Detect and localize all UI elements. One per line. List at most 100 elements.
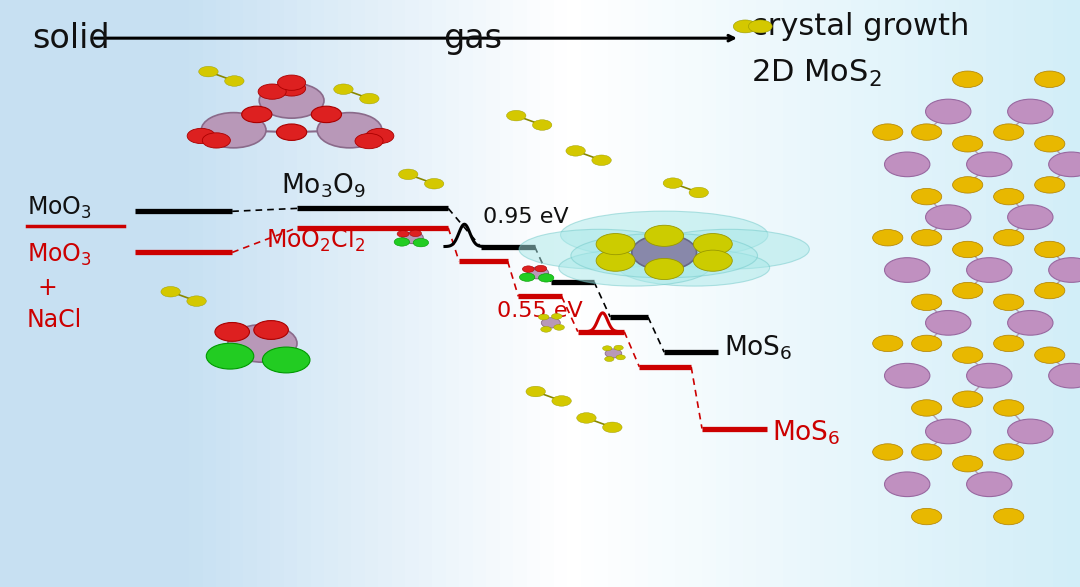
Bar [270,0,285,587]
Circle shape [873,335,903,352]
Text: 0.55 eV: 0.55 eV [497,301,582,321]
Text: MoS$_6$: MoS$_6$ [772,419,840,447]
Circle shape [1035,177,1065,193]
Circle shape [632,235,697,270]
Circle shape [414,238,429,247]
Circle shape [409,230,421,237]
Bar [1053,0,1068,587]
Bar [607,0,623,587]
Circle shape [748,20,772,33]
Circle shape [645,258,684,279]
Circle shape [532,120,552,130]
Bar [594,0,609,587]
Bar [554,0,569,587]
Ellipse shape [519,230,679,269]
Bar [945,0,961,587]
Bar [675,0,691,587]
Text: MoO$_2$Cl$_2$: MoO$_2$Cl$_2$ [266,227,365,254]
Bar [959,0,974,587]
Circle shape [526,386,545,397]
Bar [189,0,205,587]
Circle shape [689,187,708,198]
Bar [95,0,110,587]
Circle shape [424,178,444,189]
Bar [689,0,704,587]
Text: 2D MoS$_2$: 2D MoS$_2$ [751,58,881,89]
Circle shape [394,238,409,246]
Bar [931,0,947,587]
Circle shape [397,231,409,237]
Bar [499,0,515,587]
Circle shape [873,124,903,140]
Bar [175,0,191,587]
Circle shape [334,84,353,95]
Circle shape [994,124,1024,140]
Bar [459,0,475,587]
Bar [891,0,907,587]
Bar [54,0,69,587]
Circle shape [994,400,1024,416]
Circle shape [953,71,983,87]
Bar [365,0,380,587]
Ellipse shape [619,249,770,286]
Circle shape [1035,136,1065,152]
Circle shape [262,347,310,373]
Bar [797,0,812,587]
Circle shape [206,343,254,369]
Circle shape [926,205,971,230]
Circle shape [259,83,324,118]
Ellipse shape [561,211,768,259]
Bar [972,0,987,587]
Bar [864,0,879,587]
Bar [283,0,299,587]
Circle shape [616,355,625,360]
Bar [324,0,340,587]
Bar [661,0,677,587]
Circle shape [360,93,379,104]
Circle shape [242,106,272,123]
Circle shape [507,110,526,121]
Circle shape [278,81,306,96]
Circle shape [1049,258,1080,282]
Circle shape [967,472,1012,497]
Circle shape [596,234,635,255]
Bar [297,0,313,587]
Circle shape [1008,99,1053,124]
Bar [567,0,583,587]
Ellipse shape [571,234,757,278]
Bar [1013,0,1028,587]
Circle shape [187,296,206,306]
Circle shape [535,265,546,272]
Circle shape [733,20,757,33]
Bar [419,0,434,587]
Bar [149,0,164,587]
Circle shape [577,413,596,423]
Bar [257,0,272,587]
Circle shape [994,294,1024,311]
Circle shape [592,155,611,166]
Circle shape [187,129,215,144]
Circle shape [539,274,554,282]
Circle shape [912,294,942,311]
Circle shape [885,472,930,497]
Circle shape [366,129,394,144]
Circle shape [1035,71,1065,87]
Circle shape [527,267,549,279]
Ellipse shape [649,230,809,269]
Circle shape [1008,205,1053,230]
Bar [581,0,596,587]
Circle shape [613,345,623,350]
Bar [769,0,785,587]
Circle shape [552,396,571,406]
Circle shape [926,419,971,444]
Circle shape [161,286,180,297]
Circle shape [1008,419,1053,444]
Bar [108,0,123,587]
Circle shape [1035,241,1065,258]
Bar [391,0,407,587]
Bar [905,0,920,587]
Bar [648,0,663,587]
Bar [702,0,717,587]
Circle shape [953,282,983,299]
Circle shape [1035,282,1065,299]
